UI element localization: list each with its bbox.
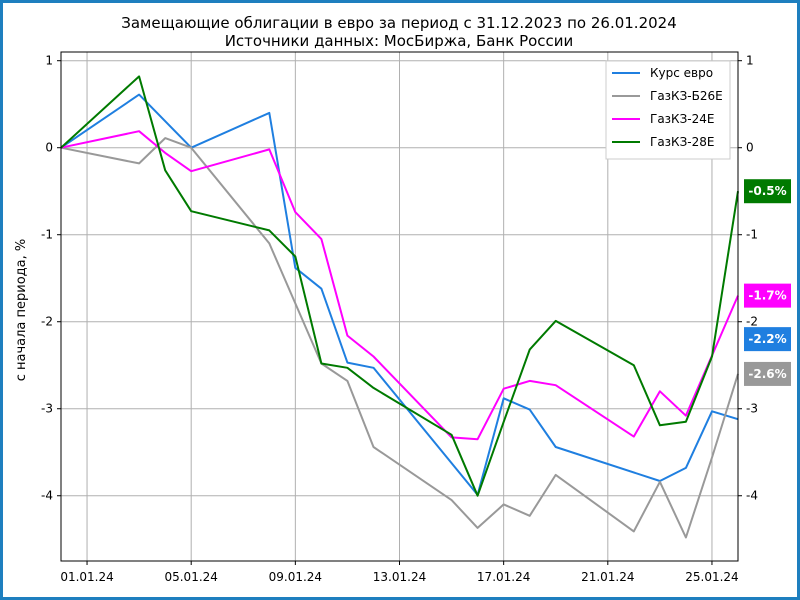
- chart-title: Замещающие облигации в евро за период с …: [121, 14, 677, 32]
- x-tick-label: 17.01.24: [477, 570, 530, 584]
- x-tick-label: 09.01.24: [269, 570, 322, 584]
- y-tick-label-left: -2: [41, 315, 53, 329]
- y-axis-label: с начала периода, %: [14, 239, 29, 382]
- end-value-badges: -0.5% -1.7% -2.2% -2.6%: [744, 179, 791, 386]
- end-value-label: -2.6%: [748, 367, 786, 381]
- y-tick-label-left: -4: [41, 489, 53, 503]
- legend-entry: ГазКЗ-Б26Е: [650, 89, 723, 103]
- end-value-label: -1.7%: [748, 289, 786, 303]
- y-axis-left-ticks: 1 0 -1 -2 -3 -4: [41, 54, 61, 503]
- y-tick-label-right: 1: [746, 54, 754, 68]
- chart-subtitle: Источники данных: МосБиржа, Банк России: [225, 32, 574, 50]
- series-line: [60, 75, 739, 497]
- series-line: [60, 137, 739, 539]
- grid-lines: [61, 52, 738, 561]
- legend-entry: ГазКЗ-28Е: [650, 135, 714, 149]
- y-tick-label-right: -1: [746, 228, 758, 242]
- x-tick-label: 25.01.24: [685, 570, 738, 584]
- y-tick-label-left: -3: [41, 402, 53, 416]
- series-lines: [60, 75, 739, 539]
- x-tick-label: 05.01.24: [164, 570, 217, 584]
- x-axis-ticks: 01.01.24 05.01.24 09.01.24 13.01.24 17.01.24…: [60, 561, 739, 584]
- x-tick-label: 13.01.24: [373, 570, 426, 584]
- end-value-badge: [744, 361, 791, 386]
- y-tick-label-left: -1: [41, 228, 53, 242]
- legend-entry: Курс евро: [650, 66, 713, 80]
- end-value-badge: [744, 283, 791, 308]
- legend-entry: ГазКЗ-24Е: [650, 112, 714, 126]
- legend: Курс евро ГазКЗ-Б26Е ГазКЗ-24Е ГазКЗ-28Е: [605, 60, 731, 160]
- end-value-label: -2.2%: [748, 332, 786, 346]
- y-tick-label-right: -3: [746, 402, 758, 416]
- y-tick-label-right: -4: [746, 489, 758, 503]
- y-tick-label-left: 1: [45, 54, 53, 68]
- x-tick-label: 21.01.24: [581, 570, 634, 584]
- x-tick-label: 01.01.24: [60, 570, 113, 584]
- end-value-badge: [744, 327, 791, 352]
- legend-box: [605, 60, 731, 160]
- series-line: [60, 93, 739, 496]
- y-tick-label-right: 0: [746, 141, 754, 155]
- series-line: [60, 130, 739, 441]
- y-tick-label-right: -2: [746, 315, 758, 329]
- end-value-badge: [744, 179, 791, 204]
- end-value-label: -0.5%: [748, 184, 786, 198]
- y-tick-label-left: 0: [45, 141, 53, 155]
- y-axis-right-ticks: 1 0 -1 -2 -3 -4: [738, 54, 758, 503]
